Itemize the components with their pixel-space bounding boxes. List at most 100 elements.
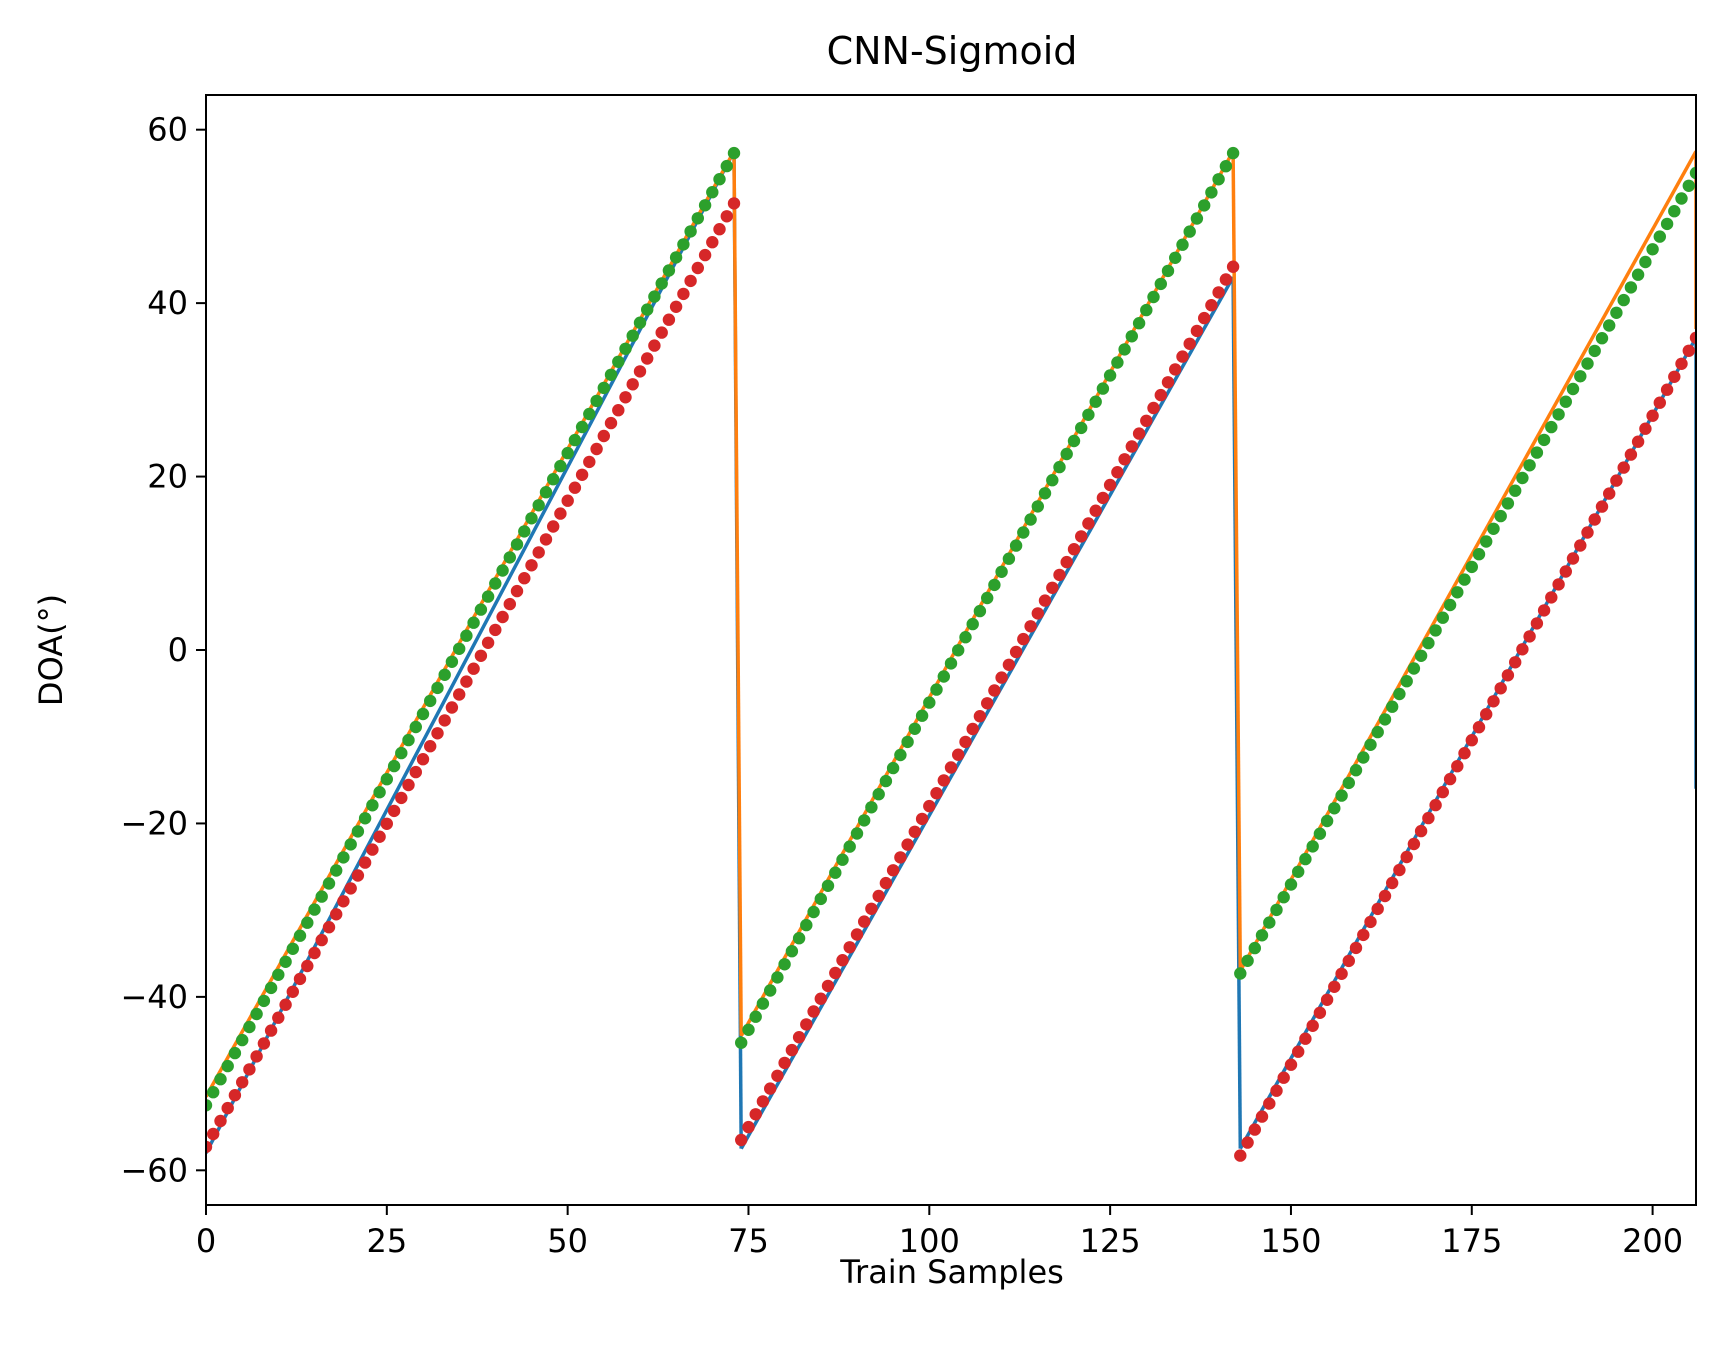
series-4-point <box>445 701 459 714</box>
series-3-point <box>886 761 900 775</box>
series-4-point <box>1024 620 1037 633</box>
series-3-point <box>1053 460 1066 474</box>
series-3-point <box>206 1099 213 1112</box>
series-3-point <box>236 1033 249 1047</box>
series-3-point <box>814 892 827 906</box>
series-3-point <box>1617 293 1630 307</box>
series-3-point <box>973 604 987 618</box>
series-3-point <box>228 1046 242 1060</box>
series-4-point <box>532 546 545 559</box>
series-3-point <box>337 851 350 864</box>
series-3-point <box>1639 255 1652 269</box>
series-4-point <box>923 799 936 813</box>
series-4-point <box>525 559 538 572</box>
series-3-point <box>1451 586 1464 599</box>
series-3-point <box>1284 878 1298 891</box>
series-3-point <box>561 446 574 460</box>
series-4-point <box>1458 747 1471 760</box>
series-4-point <box>1414 824 1428 838</box>
series-4-point <box>206 1140 213 1154</box>
series-4-point <box>669 300 683 313</box>
series-4-point <box>279 998 292 1011</box>
series-3-point <box>301 916 314 929</box>
series-4-point <box>1603 487 1616 500</box>
series-3-point <box>207 1086 220 1099</box>
series-3-point <box>1552 408 1565 421</box>
series-3-point <box>1487 522 1500 535</box>
series-4-point <box>481 636 495 649</box>
series-4-point <box>915 812 929 826</box>
series-3-point <box>648 290 661 303</box>
series-3-point <box>1263 916 1276 929</box>
series-4-point <box>785 1043 799 1057</box>
series-4-point <box>1241 1136 1254 1149</box>
series-4-point <box>1364 915 1377 929</box>
series-3-point <box>1009 539 1023 552</box>
series-3-point <box>604 368 618 381</box>
series-4-point <box>518 572 531 585</box>
series-4-point <box>409 765 422 779</box>
series-3-point <box>445 655 459 668</box>
series-3-point <box>1581 357 1594 370</box>
series-3-point <box>575 420 589 434</box>
series-3-point <box>1610 306 1623 319</box>
series-3-point <box>1436 611 1450 624</box>
series-3-point <box>510 538 524 551</box>
series-4-point <box>489 623 502 637</box>
series-3-point <box>1132 317 1146 330</box>
series-4-point <box>952 748 965 761</box>
series-4-point <box>1147 401 1160 415</box>
series-4-point <box>836 954 849 967</box>
series-3-point <box>518 525 531 538</box>
series-4-point <box>228 1089 242 1102</box>
series-3-point <box>1631 268 1645 281</box>
series-4-point <box>236 1076 249 1089</box>
series-3-point <box>373 786 386 799</box>
series-4-point <box>1646 409 1659 422</box>
series-4-point <box>1668 370 1681 383</box>
series-4-point <box>264 1024 278 1037</box>
series-4-point <box>1161 376 1175 389</box>
series-3-point <box>1472 548 1486 561</box>
series-4-point <box>1393 863 1406 877</box>
series-4-point <box>1103 478 1117 492</box>
series-3-point <box>1277 891 1290 904</box>
series-3-point <box>1501 497 1515 510</box>
series-4-point <box>908 825 921 838</box>
series-4-point <box>720 210 733 223</box>
series-3-point <box>655 277 668 290</box>
series-4-point <box>1328 980 1341 993</box>
series-4-point <box>1451 760 1464 773</box>
series-4-point <box>1422 811 1435 825</box>
series-3-point <box>850 827 864 840</box>
series-3-point <box>1675 192 1688 205</box>
series-3-point <box>1183 225 1196 238</box>
series-4-point <box>1111 466 1124 479</box>
series-4-point <box>1566 552 1580 565</box>
series-3-point <box>460 629 473 642</box>
series-3-point <box>1349 764 1363 777</box>
x-tick-label: 25 <box>366 1222 407 1260</box>
series-4-point <box>1248 1123 1262 1136</box>
series-3-point <box>532 499 545 512</box>
series-3-point <box>1559 395 1573 408</box>
series-3-point <box>583 407 596 421</box>
series-3-point <box>858 814 871 827</box>
series-4-point <box>1595 500 1609 513</box>
series-4-point <box>257 1037 271 1050</box>
series-4-point <box>1154 388 1168 402</box>
series-4-point <box>771 1069 784 1083</box>
series-3-point <box>633 316 647 329</box>
series-3-point <box>735 1036 748 1050</box>
series-3-point <box>1566 382 1580 396</box>
series-4-point <box>1038 594 1052 607</box>
series-4-point <box>966 722 979 736</box>
series-4-point <box>344 882 357 895</box>
series-4-point <box>250 1050 263 1063</box>
series-4-point <box>872 889 885 903</box>
x-tick-label: 200 <box>1622 1222 1683 1260</box>
series-4-point <box>402 778 415 792</box>
series-4-point <box>1212 286 1225 299</box>
series-4-point <box>1624 448 1638 461</box>
series-4-point <box>1349 941 1363 955</box>
